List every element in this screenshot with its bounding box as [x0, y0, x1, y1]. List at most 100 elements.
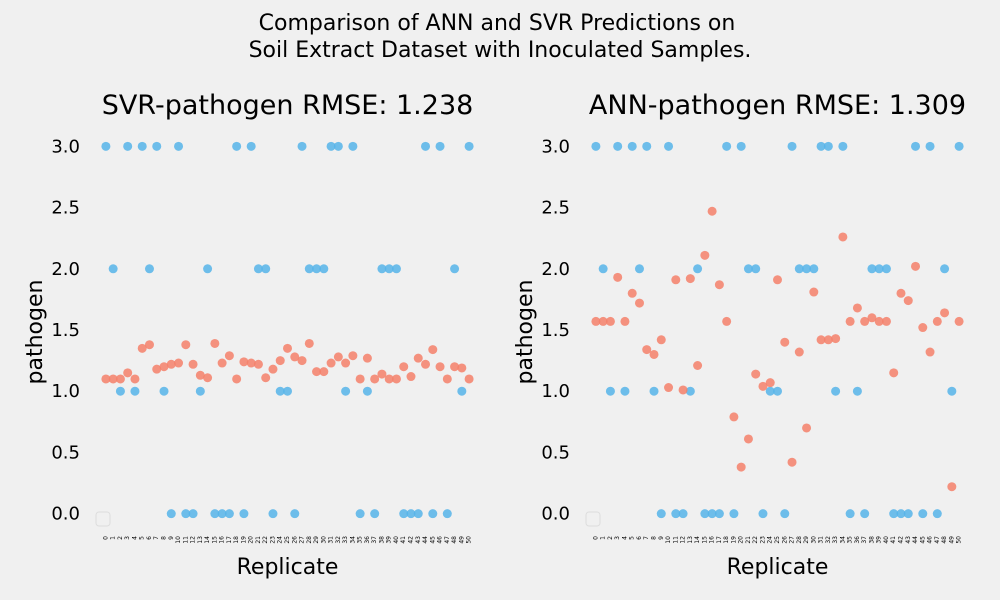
series-1-point: [649, 386, 659, 396]
series-1-point: [627, 141, 637, 151]
series-2-point: [442, 374, 452, 384]
series-1-point: [203, 264, 213, 274]
series-2-point: [940, 308, 950, 318]
x-tick-label: 14: [204, 536, 211, 544]
x-tick-label: 21: [745, 536, 752, 544]
series-2-point: [794, 347, 804, 357]
series-2-point: [246, 358, 256, 368]
x-tick-label: 5: [139, 536, 146, 540]
x-tick-label: 35: [847, 536, 854, 544]
series-1-point: [903, 509, 913, 519]
series-2-point: [348, 351, 358, 361]
y-tick-label: 1.0: [541, 381, 570, 402]
series-1-point: [290, 509, 300, 519]
series-1-point: [707, 509, 717, 519]
series-1-point: [101, 141, 111, 151]
x-tick-label: 42: [897, 536, 904, 544]
series-1-point: [108, 264, 118, 274]
x-tick-label: 11: [672, 536, 679, 544]
series-1-point: [428, 509, 438, 519]
series-1: [101, 141, 474, 519]
series-2-point: [232, 374, 242, 384]
x-axis-label: Replicate: [727, 555, 829, 580]
series-2-point: [634, 298, 644, 308]
series-1-point: [678, 509, 688, 519]
series-1-point: [932, 509, 942, 519]
series-1-point: [319, 264, 329, 274]
x-tick-label: 18: [723, 536, 730, 544]
x-tick-label: 0: [102, 536, 109, 540]
series-2-point: [881, 316, 891, 326]
series-2-point: [947, 482, 957, 492]
y-tick-label: 0.0: [541, 504, 570, 525]
series-1-point: [911, 141, 921, 151]
series-2-point: [889, 368, 899, 378]
x-tick-label: 10: [175, 536, 182, 544]
series-2-point: [275, 356, 285, 366]
series-1-point: [217, 509, 227, 519]
x-tick-label: 22: [262, 536, 269, 544]
series-1-point: [391, 264, 401, 274]
series-2-point: [304, 338, 314, 348]
series-2-point: [925, 347, 935, 357]
series-1-point: [765, 386, 775, 396]
legend-box: [585, 511, 601, 527]
series-2-point: [108, 374, 118, 384]
chart-panels: SVR-pathogen RMSE: 1.238 0.0 0.5 1.0 1.5 2.0 2…: [23, 90, 966, 580]
x-tick-label: 17: [226, 536, 233, 544]
series-1-point: [348, 141, 358, 151]
x-tick-label: 20: [738, 536, 745, 544]
series-1-point: [925, 141, 935, 151]
x-tick-label: 28: [306, 536, 313, 544]
x-tick-label: 29: [803, 536, 810, 544]
series-1-point: [613, 141, 623, 151]
series-2-point: [174, 358, 184, 368]
x-tick-label: 34: [839, 536, 846, 544]
series-1-point: [896, 509, 906, 519]
series-1-point: [115, 386, 125, 396]
series-1-point: [312, 264, 322, 274]
series-1-point: [283, 386, 292, 396]
x-tick-label: 50: [466, 536, 473, 544]
series-2-point: [736, 462, 746, 472]
x-tick-label: 24: [277, 536, 284, 544]
series-1-point: [940, 264, 950, 274]
series-1-point: [174, 141, 184, 151]
x-tick-label: 45: [429, 536, 436, 544]
series-2-point: [253, 359, 263, 369]
series-1-point: [656, 509, 666, 519]
x-tick-label: 16: [219, 536, 226, 544]
series-1-point: [773, 386, 782, 396]
x-tick-label: 30: [810, 536, 817, 544]
series-2-point: [845, 316, 855, 326]
series-2-point: [613, 272, 623, 282]
x-tick-label: 47: [444, 536, 451, 544]
series-2-point: [130, 374, 140, 384]
series-2-point: [115, 374, 125, 384]
x-tick-label: 22: [752, 536, 759, 544]
x-tick-label: 24: [767, 536, 774, 544]
x-tick-label: 19: [240, 536, 247, 544]
x-tick-label: 28: [796, 536, 803, 544]
x-tick-label: 49: [458, 536, 465, 544]
series-2-point: [290, 352, 300, 362]
x-tick-label: 16: [709, 536, 716, 544]
y-tick-label: 2.0: [51, 259, 80, 280]
series-2-point: [591, 316, 601, 326]
series-1-point: [700, 509, 710, 519]
series-1-point: [780, 509, 790, 519]
series-2-point: [188, 359, 198, 369]
series-1-point: [399, 509, 409, 519]
series-1-point: [152, 141, 162, 151]
y-tick-label: 2.0: [541, 259, 570, 280]
x-tick-label: 7: [153, 536, 160, 540]
x-tick-label: 40: [883, 536, 890, 544]
x-tick-label: 13: [687, 536, 694, 544]
series-1-point: [239, 509, 249, 519]
x-tick-label: 32: [335, 536, 342, 544]
series-2-point: [391, 374, 401, 384]
series-2-point: [261, 373, 271, 383]
series-1-point: [268, 509, 278, 519]
series-2-point: [664, 383, 674, 393]
